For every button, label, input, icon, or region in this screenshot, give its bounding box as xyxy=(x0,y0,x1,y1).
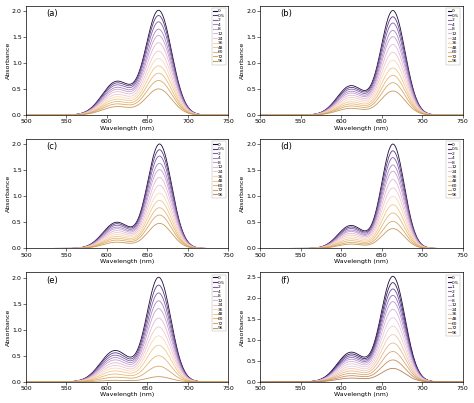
Legend: 0, 0.5, 2, 4, 8, 12, 24, 36, 48, 60, 72, 96: 0, 0.5, 2, 4, 8, 12, 24, 36, 48, 60, 72,… xyxy=(446,8,460,64)
Legend: 0, 0.5, 2, 4, 8, 12, 24, 36, 48, 60, 72, 96: 0, 0.5, 2, 4, 8, 12, 24, 36, 48, 60, 72,… xyxy=(446,141,460,198)
X-axis label: Wavelength (nm): Wavelength (nm) xyxy=(100,393,155,397)
Y-axis label: Absorbance: Absorbance xyxy=(240,309,245,346)
Legend: 0, 0.5, 2, 4, 8, 12, 24, 36, 48, 60, 72, 96: 0, 0.5, 2, 4, 8, 12, 24, 36, 48, 60, 72,… xyxy=(212,8,226,64)
Y-axis label: Absorbance: Absorbance xyxy=(6,175,10,212)
X-axis label: Wavelength (nm): Wavelength (nm) xyxy=(334,259,389,264)
Y-axis label: Absorbance: Absorbance xyxy=(6,42,10,79)
Y-axis label: Absorbance: Absorbance xyxy=(240,175,245,212)
Legend: 0, 0.5, 2, 4, 8, 12, 24, 36, 48, 60, 72, 96: 0, 0.5, 2, 4, 8, 12, 24, 36, 48, 60, 72,… xyxy=(212,274,226,332)
Y-axis label: Absorbance: Absorbance xyxy=(240,42,245,79)
Text: (e): (e) xyxy=(46,276,58,285)
Text: (c): (c) xyxy=(46,142,57,151)
Text: (a): (a) xyxy=(46,9,58,18)
Legend: 0, 0.5, 1, 2, 4, 8, 12, 24, 36, 48, 60, 72, 96: 0, 0.5, 1, 2, 4, 8, 12, 24, 36, 48, 60, … xyxy=(446,274,460,336)
X-axis label: Wavelength (nm): Wavelength (nm) xyxy=(334,393,389,397)
Text: (d): (d) xyxy=(281,142,292,151)
X-axis label: Wavelength (nm): Wavelength (nm) xyxy=(334,126,389,131)
Text: (f): (f) xyxy=(281,276,290,285)
X-axis label: Wavelength (nm): Wavelength (nm) xyxy=(100,259,155,264)
Text: (b): (b) xyxy=(281,9,292,18)
X-axis label: Wavelength (nm): Wavelength (nm) xyxy=(100,126,155,131)
Y-axis label: Absorbance: Absorbance xyxy=(6,309,10,346)
Legend: 0, 0.5, 2, 4, 8, 12, 24, 36, 48, 60, 72, 96: 0, 0.5, 2, 4, 8, 12, 24, 36, 48, 60, 72,… xyxy=(212,141,226,198)
